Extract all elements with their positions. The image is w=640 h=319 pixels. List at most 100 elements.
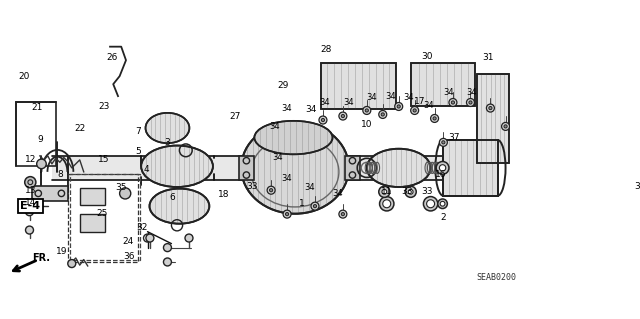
Text: 27: 27 — [230, 112, 241, 121]
Text: 34: 34 — [272, 153, 283, 162]
Circle shape — [26, 208, 33, 216]
Circle shape — [381, 113, 385, 116]
Text: 34: 34 — [305, 105, 317, 114]
Bar — [321, 63, 396, 109]
Text: 11: 11 — [381, 187, 392, 196]
Circle shape — [489, 107, 492, 110]
Text: 22: 22 — [74, 123, 85, 132]
Circle shape — [449, 99, 457, 107]
Text: 34: 34 — [282, 174, 292, 183]
Bar — [477, 74, 509, 163]
Circle shape — [339, 210, 347, 218]
Text: 21: 21 — [31, 103, 42, 112]
Circle shape — [365, 109, 369, 112]
Bar — [32, 186, 68, 201]
Circle shape — [363, 107, 371, 115]
Circle shape — [436, 161, 449, 174]
Circle shape — [146, 234, 154, 242]
Bar — [80, 188, 105, 205]
Text: 36: 36 — [124, 252, 135, 261]
Bar — [239, 156, 253, 180]
Text: 14: 14 — [24, 198, 36, 207]
Text: 25: 25 — [97, 209, 108, 218]
Text: 30: 30 — [422, 52, 433, 61]
Text: SEAB0200: SEAB0200 — [476, 273, 516, 282]
Text: 34: 34 — [423, 101, 433, 110]
Bar — [52, 156, 479, 180]
Circle shape — [502, 122, 509, 130]
Text: 34: 34 — [304, 183, 315, 192]
Text: 34: 34 — [333, 189, 344, 198]
Circle shape — [163, 244, 172, 252]
Circle shape — [319, 116, 327, 124]
Circle shape — [440, 165, 445, 171]
Ellipse shape — [145, 113, 189, 143]
Bar — [321, 63, 396, 109]
Text: 37: 37 — [449, 133, 460, 142]
Circle shape — [185, 234, 193, 242]
Text: 9: 9 — [37, 135, 43, 144]
Circle shape — [408, 189, 413, 194]
Circle shape — [440, 201, 445, 206]
Bar — [70, 174, 140, 260]
Bar — [68, 174, 138, 262]
Circle shape — [433, 117, 436, 120]
Circle shape — [163, 258, 172, 266]
Circle shape — [427, 200, 435, 208]
Bar — [444, 140, 497, 196]
Ellipse shape — [254, 121, 333, 154]
Circle shape — [382, 189, 387, 194]
Text: 23: 23 — [98, 102, 109, 111]
Text: 34: 34 — [385, 92, 396, 100]
Text: FR.: FR. — [32, 253, 50, 263]
Text: 34: 34 — [466, 88, 477, 97]
Text: 2: 2 — [440, 213, 446, 222]
Ellipse shape — [150, 189, 209, 224]
Text: 34: 34 — [343, 98, 354, 107]
Circle shape — [486, 104, 494, 112]
Bar — [80, 214, 105, 232]
Text: 8: 8 — [58, 170, 63, 179]
Circle shape — [383, 200, 391, 208]
Circle shape — [424, 197, 438, 211]
Circle shape — [36, 159, 46, 169]
Text: 4: 4 — [143, 165, 148, 174]
Text: 33: 33 — [246, 182, 258, 191]
Text: 18: 18 — [218, 190, 230, 199]
Circle shape — [321, 118, 324, 122]
Circle shape — [379, 186, 390, 197]
Text: 29: 29 — [277, 81, 289, 90]
Text: 31: 31 — [483, 53, 494, 62]
Text: 26: 26 — [106, 53, 117, 62]
Bar — [345, 156, 360, 180]
Circle shape — [395, 102, 403, 110]
Text: 13: 13 — [24, 186, 36, 195]
Text: 12: 12 — [24, 155, 36, 164]
Circle shape — [405, 186, 416, 197]
Bar — [16, 102, 56, 166]
Text: 34: 34 — [366, 93, 377, 102]
Circle shape — [267, 186, 275, 194]
Circle shape — [379, 110, 387, 118]
Text: E-4: E-4 — [20, 201, 40, 211]
Circle shape — [413, 109, 416, 112]
Text: 34: 34 — [270, 122, 280, 131]
Text: 32: 32 — [136, 223, 148, 232]
Text: 34: 34 — [282, 104, 292, 113]
Text: 33: 33 — [401, 187, 412, 196]
Circle shape — [283, 210, 291, 218]
Circle shape — [341, 115, 344, 118]
Circle shape — [630, 186, 640, 197]
Circle shape — [68, 260, 76, 268]
Circle shape — [431, 115, 438, 122]
Text: 7: 7 — [135, 128, 141, 137]
Text: 33: 33 — [635, 182, 640, 191]
Circle shape — [339, 112, 347, 120]
Text: 17: 17 — [413, 97, 425, 106]
Text: 34: 34 — [444, 88, 454, 97]
Text: 6: 6 — [170, 193, 175, 202]
Circle shape — [440, 138, 447, 146]
Text: 28: 28 — [321, 45, 332, 54]
Text: 16: 16 — [435, 170, 447, 179]
Text: 15: 15 — [98, 155, 109, 164]
